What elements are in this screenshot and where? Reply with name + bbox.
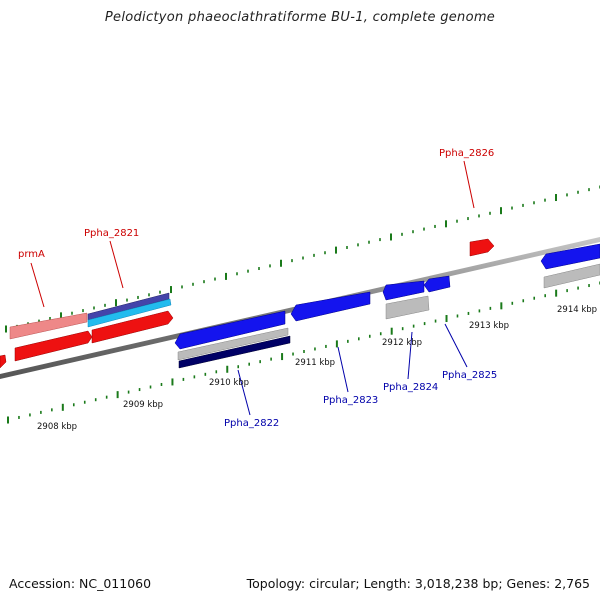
gene-arrow-prmA-feature[interactable] xyxy=(9,312,88,340)
kbp-label: 2912 kbp xyxy=(382,338,422,348)
tick-row-reverse xyxy=(7,281,600,424)
gene-arrow-next[interactable] xyxy=(540,243,600,270)
gene-arrow-ppha2822-feature-gray[interactable] xyxy=(177,327,289,361)
kbp-label: 2911 kbp xyxy=(295,358,335,368)
gene-arrow-ppha2821-feature-light[interactable] xyxy=(87,298,172,328)
kbp-label: 2909 kbp xyxy=(123,400,163,410)
gene-leader-line xyxy=(109,240,124,289)
kbp-label-group: 2908 kbp 2909 kbp 2910 kbp 2911 kbp 2912 kbp… xyxy=(37,305,597,432)
gene-leader-line xyxy=(237,369,251,416)
gene-arrow-ppha2824-feature-gray[interactable] xyxy=(385,295,430,320)
page-title: Pelodictyon phaeoclathratiforme BU-1, co… xyxy=(104,10,496,25)
accession-text: Accession: NC_011060 xyxy=(9,576,152,591)
gene-arrow-prmA[interactable] xyxy=(14,330,93,362)
kbp-label: 2913 kbp xyxy=(469,321,509,331)
gene-leader-line xyxy=(407,331,413,380)
gene-label[interactable]: Ppha_2826 xyxy=(439,148,494,159)
gene-leader-line xyxy=(337,346,349,393)
gene-arrow-ppha2823[interactable] xyxy=(290,291,371,322)
gene-arrow-ppha2821[interactable] xyxy=(91,310,174,344)
gene-label[interactable]: Ppha_2822 xyxy=(224,418,279,429)
gene-leader-line xyxy=(444,323,468,368)
gene-leader-line xyxy=(463,160,475,209)
gene-label[interactable]: Ppha_2825 xyxy=(442,370,497,381)
kbp-label: 2914 kbp xyxy=(557,305,597,315)
gene-label-group: prmA Ppha_2821 Ppha_2826 Ppha_2822 Ppha_2823… xyxy=(18,148,497,429)
gene-arrow-ppha2826[interactable] xyxy=(469,238,495,257)
gene-label[interactable]: Ppha_2823 xyxy=(323,395,378,406)
genome-summary: Topology: circular; Length: 3,018,238 bp… xyxy=(246,576,590,591)
gene-arrow-ppha2822-feature-navy[interactable] xyxy=(178,335,291,369)
gene-arrow-forward-edge[interactable] xyxy=(0,354,7,369)
kbp-label: 2908 kbp xyxy=(37,422,77,432)
label-leader-lines xyxy=(30,160,475,416)
gene-label[interactable]: Ppha_2821 xyxy=(84,228,139,239)
kbp-label: 2910 kbp xyxy=(209,378,249,388)
gene-label[interactable]: prmA xyxy=(18,249,45,260)
gene-arrow-ppha2824[interactable] xyxy=(382,280,425,301)
gene-arrow-next-feature-gray[interactable] xyxy=(543,263,600,289)
gene-label[interactable]: Ppha_2824 xyxy=(383,382,438,393)
gene-arrow-ppha2822[interactable] xyxy=(174,310,286,350)
gene-arrow-ppha2825[interactable] xyxy=(423,275,451,293)
gene-leader-line xyxy=(30,262,45,308)
